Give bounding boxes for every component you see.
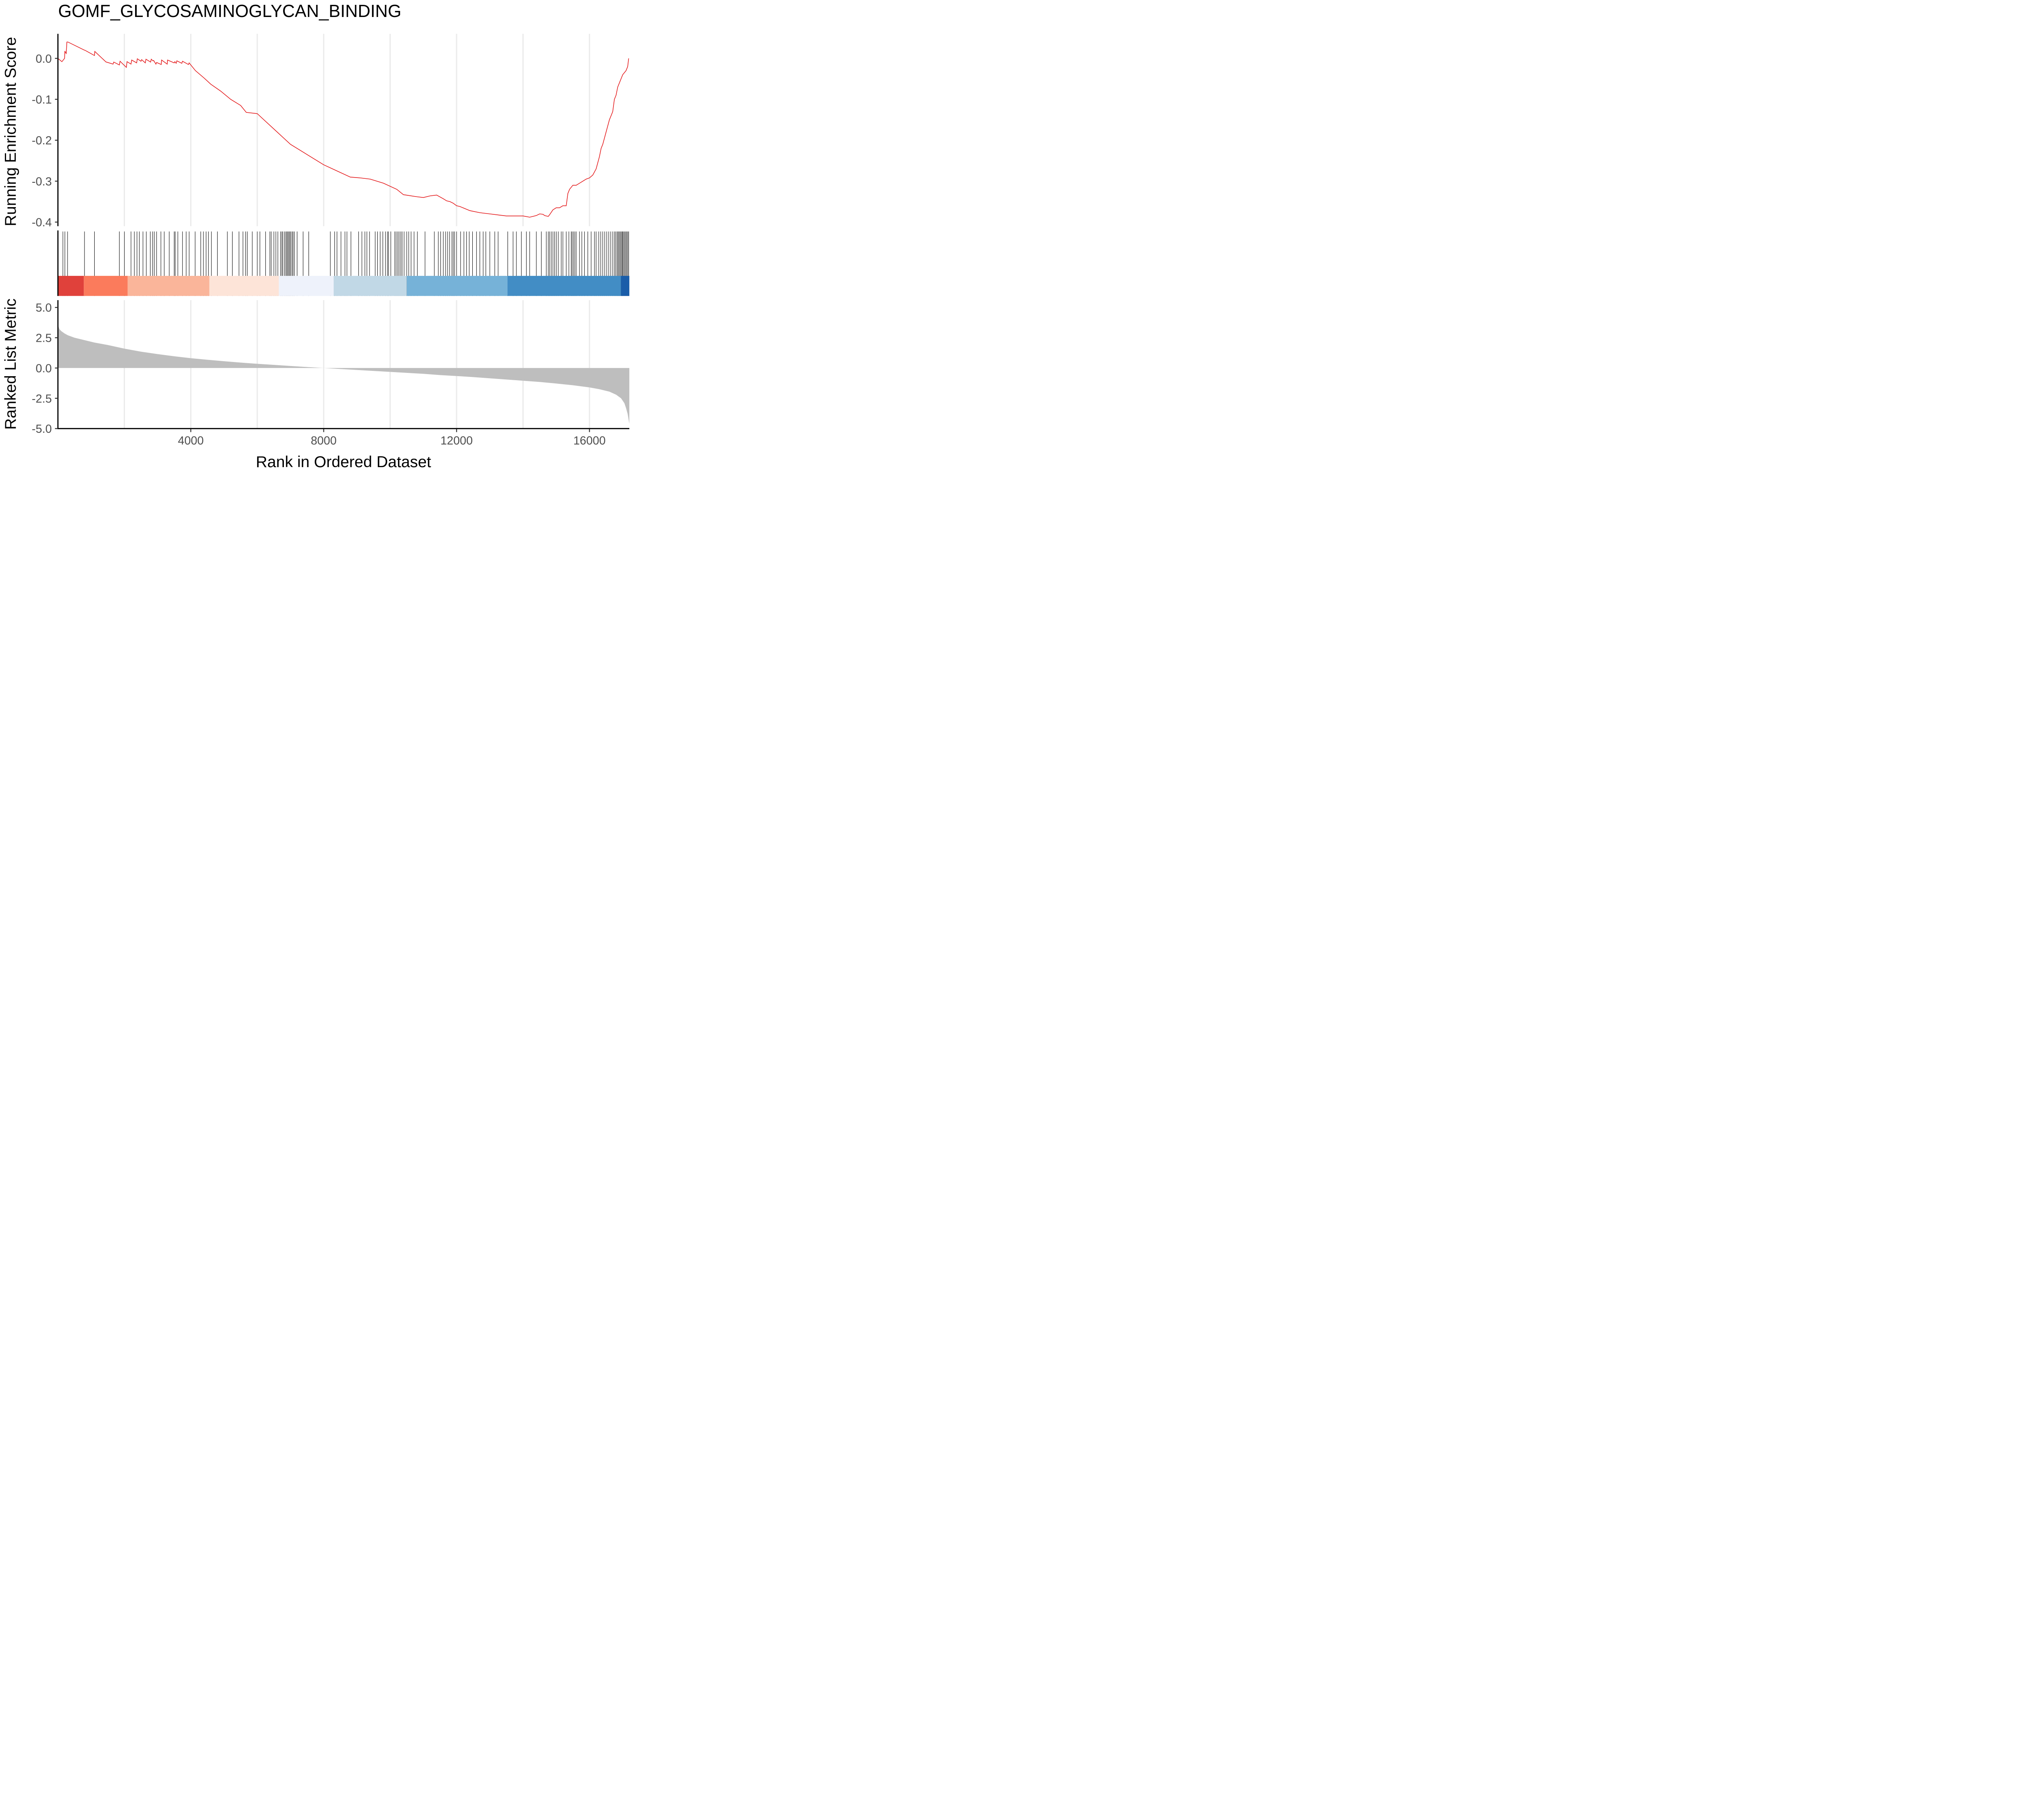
enrichment-y-axis-title: Running Enrichment Score [2, 37, 19, 226]
ranking-color-bar [58, 276, 630, 296]
metric-y-axis-title: Ranked List Metric [2, 298, 19, 430]
gene-hits-panel [57, 230, 630, 296]
y-tick-label: -5.0 [32, 423, 52, 436]
color-band [621, 276, 630, 296]
y-tick-label: -0.2 [32, 134, 52, 147]
metric-y-ticks: 5.0 2.5 0.0 -2.5 -5.0 [32, 302, 58, 436]
gsea-figure: GOMF_GLYCOSAMINOGLYCAN_BINDING 0.0 -0.1 -0… [0, 0, 634, 476]
color-band [406, 276, 508, 296]
color-band [279, 276, 334, 296]
x-tick-label: 8000 [311, 434, 336, 447]
y-tick-label: -0.1 [32, 93, 52, 106]
x-tick-label: 16000 [573, 434, 606, 447]
y-tick-label: 5.0 [36, 302, 52, 315]
x-tick-label: 12000 [440, 434, 473, 447]
color-band [127, 276, 209, 296]
metric-area [58, 301, 630, 424]
x-ticks: 4000 8000 12000 16000 [178, 429, 606, 447]
gsea-plot: GOMF_GLYCOSAMINOGLYCAN_BINDING 0.0 -0.1 -0… [2, 2, 630, 471]
color-band [84, 276, 128, 296]
ranked-metric-panel: 5.0 2.5 0.0 -2.5 -5.0 4000 8000 12000 16000 Ran… [2, 298, 630, 471]
running-score-line [57, 42, 629, 218]
x-axis-title: Rank in Ordered Dataset [256, 453, 431, 471]
x-tick-label: 4000 [178, 434, 204, 447]
color-band [507, 276, 621, 296]
enrichment-y-ticks: 0.0 -0.1 -0.2 -0.3 -0.4 [32, 53, 58, 229]
y-tick-label: -2.5 [32, 392, 52, 405]
color-band [334, 276, 407, 296]
y-tick-label: 0.0 [36, 53, 52, 66]
y-tick-label: -0.3 [32, 175, 52, 188]
y-tick-label: -0.4 [32, 216, 52, 229]
enrichment-score-panel: 0.0 -0.1 -0.2 -0.3 -0.4 Running Enrichment S… [2, 34, 629, 229]
y-tick-label: 0.0 [36, 362, 52, 375]
color-band [58, 276, 84, 296]
y-tick-label: 2.5 [36, 332, 52, 345]
enrichment-grid [123, 34, 590, 226]
color-band [209, 276, 279, 296]
chart-title: GOMF_GLYCOSAMINOGLYCAN_BINDING [58, 2, 402, 21]
